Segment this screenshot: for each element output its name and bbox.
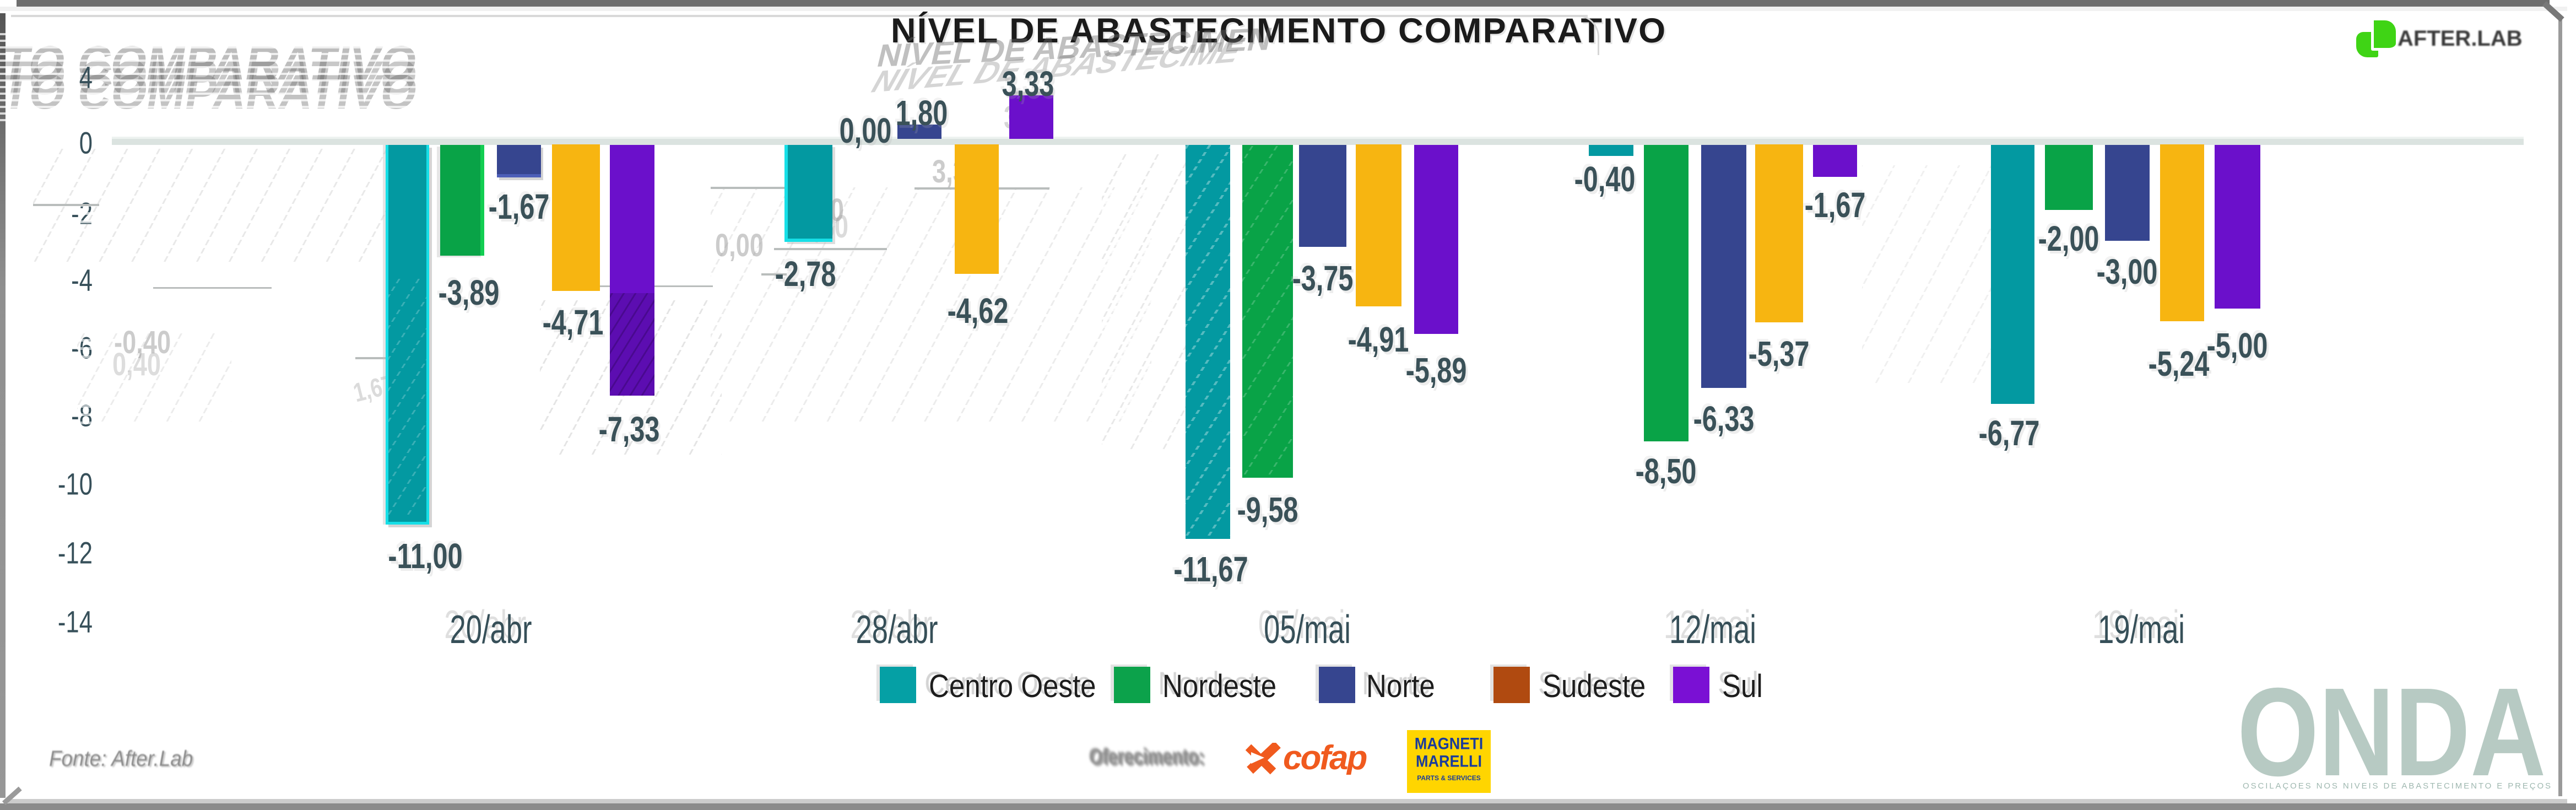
svg-text:cofap: cofap xyxy=(1283,743,1366,775)
